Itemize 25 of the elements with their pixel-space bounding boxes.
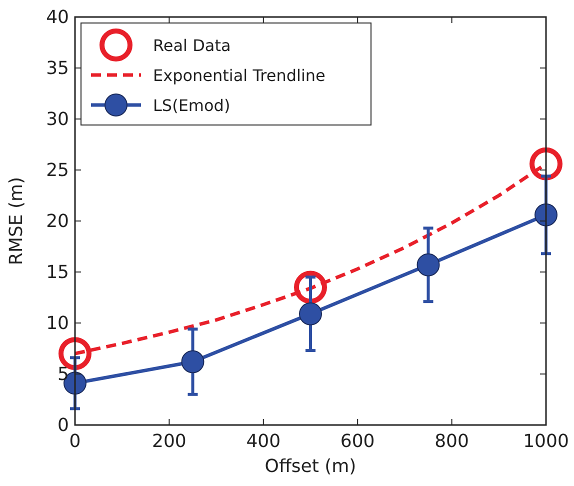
y-tick-label: 0 [58, 415, 69, 436]
x-tick-label: 200 [152, 431, 186, 452]
legend-label: LS(Emod) [153, 96, 230, 115]
point [299, 302, 322, 326]
point [534, 203, 558, 226]
y-tick-label: 5 [58, 364, 69, 385]
y-axis-title: RMSE (m) [6, 176, 27, 266]
y-tick-label: 35 [46, 58, 69, 79]
point [181, 350, 204, 374]
legend-label: Real Data [153, 36, 231, 55]
point [530, 147, 562, 180]
x-tick-label: 1000 [523, 431, 569, 452]
x-tick-label: 800 [434, 431, 469, 452]
y-tick-label: 30 [46, 109, 69, 130]
x-tick-label: 400 [246, 431, 281, 452]
point [416, 253, 440, 276]
point [294, 270, 327, 304]
x-tick-label: 600 [340, 431, 375, 452]
y-tick-label: 10 [46, 313, 69, 334]
y-tick-label: 25 [46, 160, 69, 181]
legend-label: Exponential Trendline [153, 66, 326, 85]
y-tick-label: 15 [46, 262, 69, 283]
y-tick-label: 20 [46, 211, 69, 232]
x-axis-title: Offset (m) [264, 456, 356, 477]
y-tick-label: 40 [46, 7, 69, 28]
